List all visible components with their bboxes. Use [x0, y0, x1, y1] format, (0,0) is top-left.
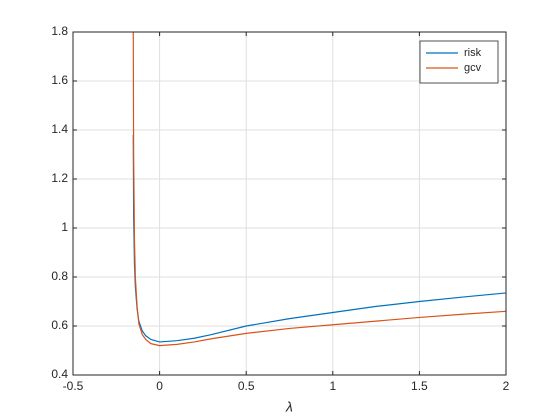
y-tick-label: 1.6	[51, 73, 68, 87]
legend-label: risk	[464, 47, 482, 59]
plot-area	[73, 32, 506, 375]
x-tick-label: -0.5	[63, 379, 84, 393]
y-tick-label: 0.8	[51, 269, 68, 283]
x-tick-label: 1.5	[411, 379, 428, 393]
y-tick-label: 1.4	[51, 122, 68, 136]
x-tick-label: 2	[503, 379, 510, 393]
y-tick-label: 1.2	[51, 171, 68, 185]
x-tick-label: 1	[329, 379, 336, 393]
axes-box	[72, 31, 507, 376]
legend-box	[419, 40, 499, 84]
y-tick-label: 1.8	[51, 24, 68, 38]
x-tick-label: 0	[156, 379, 163, 393]
y-tick-label: 0.6	[51, 318, 68, 332]
x-tick-label: 0.5	[238, 379, 255, 393]
x-axis-label: λ	[285, 399, 293, 415]
legend-label: gcv	[464, 62, 482, 74]
line-series	[132, 32, 506, 347]
y-tick-label: 0.4	[51, 367, 68, 381]
y-tick-label: 1	[61, 220, 68, 234]
